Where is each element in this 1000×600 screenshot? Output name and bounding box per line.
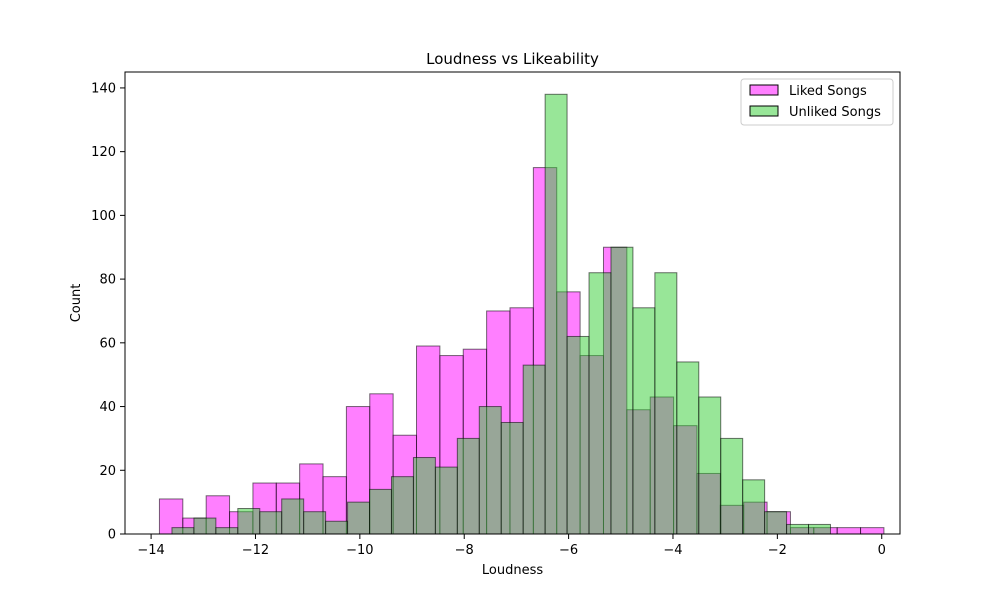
legend-swatch-unliked-songs: [749, 105, 779, 117]
legend: Liked Songs Unliked Songs: [740, 78, 894, 126]
y-tick-label: 140: [91, 81, 116, 96]
unliked-songs-bar: [742, 479, 766, 535]
unliked-songs-bar: [610, 246, 634, 535]
y-axis-label: Count: [69, 284, 84, 323]
x-tick-label: −10: [346, 543, 373, 558]
y-tick-label: 60: [99, 336, 116, 351]
unliked-songs-bar: [193, 517, 217, 535]
y-tick-label: 0: [108, 528, 116, 543]
liked-songs-bar: [860, 527, 885, 535]
legend-label-liked-songs: Liked Songs: [789, 84, 867, 99]
plot-frame: [124, 71, 901, 535]
legend-swatch-liked-songs: [749, 84, 779, 96]
unliked-songs-bar: [237, 508, 261, 535]
y-tick-label: 40: [99, 400, 116, 415]
unliked-songs-bar: [369, 488, 392, 535]
x-axis-label: Loudness: [482, 563, 543, 578]
unliked-songs-bar: [390, 476, 414, 535]
unliked-songs-bar: [347, 501, 371, 535]
unliked-songs-bar: [654, 272, 678, 535]
x-tick-label: −4: [663, 543, 682, 558]
x-tick-label: 0: [878, 543, 886, 558]
unliked-songs-bar: [478, 406, 502, 535]
unliked-songs-bar: [303, 511, 327, 535]
x-tick-label: −6: [559, 543, 578, 558]
liked-songs-bar: [836, 527, 862, 535]
unliked-songs-bar: [632, 307, 656, 535]
chart-title: Loudness vs Likeability: [426, 50, 599, 68]
unliked-songs-bar: [588, 272, 612, 535]
unliked-songs-bar: [566, 335, 590, 535]
unliked-songs-bar: [808, 523, 831, 535]
unliked-songs-bar: [698, 396, 722, 535]
unliked-songs-bar: [456, 437, 480, 535]
unliked-songs-bar: [171, 527, 195, 535]
unliked-songs-bar: [764, 511, 788, 535]
unliked-songs-bars: [171, 93, 831, 535]
x-tick-label: −12: [242, 543, 269, 558]
unliked-songs-bar: [215, 527, 239, 535]
unliked-songs-bar: [281, 498, 305, 535]
unliked-songs-bar: [720, 437, 744, 535]
unliked-songs-bar: [786, 523, 810, 535]
y-tick-label: 100: [91, 209, 116, 224]
unliked-songs-bar: [434, 466, 458, 535]
y-tick-label: 80: [99, 273, 116, 288]
x-tick-label: −14: [137, 543, 164, 558]
unliked-songs-bar: [500, 421, 524, 535]
x-axis-ticks: −14 −12 −10 −8 −6 −4 −2 0: [137, 534, 886, 558]
unliked-songs-bar: [522, 364, 546, 535]
unliked-songs-bar: [676, 361, 700, 535]
unliked-songs-bar: [412, 457, 436, 535]
unliked-songs-bar: [325, 520, 349, 535]
x-tick-label: −2: [768, 543, 787, 558]
y-axis-ticks: 0 20 40 60 80 100 120 140: [91, 81, 125, 543]
y-tick-label: 20: [99, 464, 116, 479]
x-tick-label: −8: [455, 543, 474, 558]
legend-box: [740, 78, 894, 126]
legend-label-unliked-songs: Unliked Songs: [789, 105, 881, 120]
unliked-songs-bar: [544, 93, 568, 535]
unliked-songs-bar: [259, 511, 283, 535]
y-tick-label: 120: [91, 145, 116, 160]
